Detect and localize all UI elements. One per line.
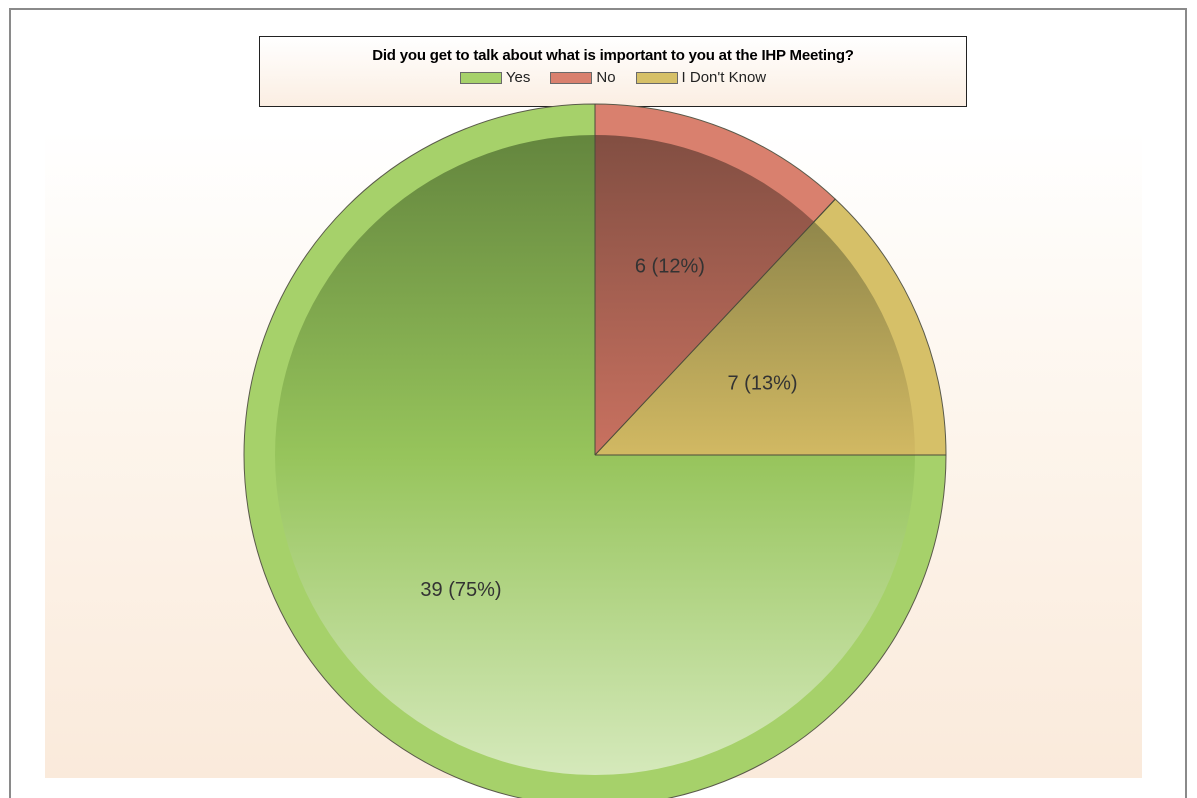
legend-item-dont-know: I Don't Know bbox=[635, 69, 767, 86]
pie-slice-shading-no bbox=[595, 135, 815, 455]
legend-label-no: No bbox=[596, 69, 616, 86]
legend-swatch-dont-know bbox=[635, 71, 678, 84]
pie-label-no: 6 (12%) bbox=[635, 256, 705, 278]
legend-items: Yes No I Don't Know bbox=[260, 69, 966, 86]
chart-legend: Did you get to talk about what is import… bbox=[259, 36, 967, 107]
pie-label-dont-know: 7 (13%) bbox=[727, 373, 797, 395]
legend-swatch-yes bbox=[459, 71, 502, 84]
legend-label-yes: Yes bbox=[505, 69, 531, 86]
legend-item-yes: Yes bbox=[459, 69, 531, 86]
pie-label-yes: 39 (75%) bbox=[420, 579, 501, 601]
legend-item-no: No bbox=[550, 69, 616, 86]
legend-label-dont-know: I Don't Know bbox=[681, 69, 767, 86]
pie-slice-shading-dont-know bbox=[595, 221, 915, 455]
pie-slice-labels: 39 (75%) 6 (12%) 7 (13%) bbox=[420, 104, 946, 601]
chart-title: Did you get to talk about what is import… bbox=[372, 47, 854, 64]
pie-slice-divider-dont-know bbox=[594, 198, 836, 456]
legend-swatch-no bbox=[550, 71, 593, 84]
